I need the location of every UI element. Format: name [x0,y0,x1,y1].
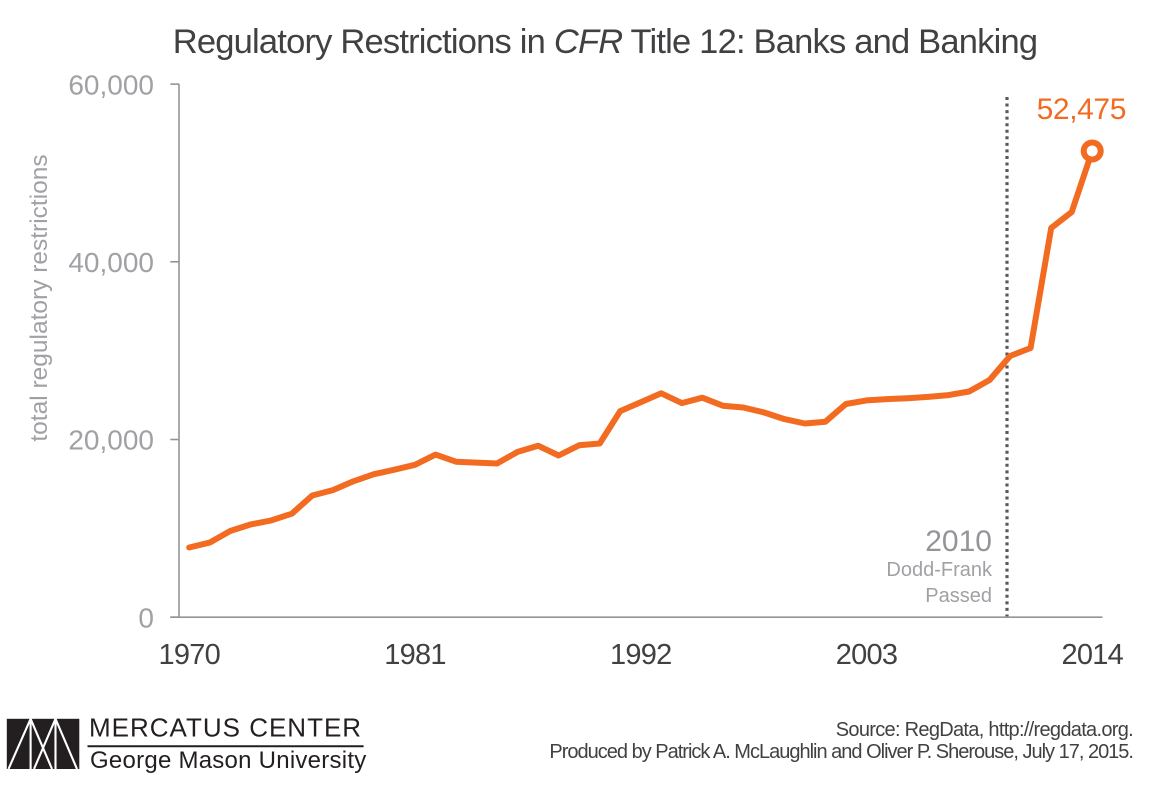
svg-text:2003: 2003 [836,639,898,671]
svg-text:0: 0 [138,602,154,633]
svg-text:40,000: 40,000 [68,247,154,278]
svg-text:60,000: 60,000 [68,69,154,100]
svg-text:George Mason University: George Mason University [90,747,367,774]
svg-text:Source: RegData, http://regdat: Source: RegData, http://regdata.org. [836,719,1133,741]
svg-text:1981: 1981 [384,639,446,671]
svg-text:Passed: Passed [925,585,992,607]
svg-text:52,475: 52,475 [1037,93,1126,126]
svg-text:MERCATUS CENTER: MERCATUS CENTER [89,713,362,743]
svg-text:Produced by Patrick A. McLaugh: Produced by Patrick A. McLaughlin and Ol… [549,741,1133,763]
svg-text:2014: 2014 [1061,639,1123,671]
svg-text:Regulatory Restrictions in CFR: Regulatory Restrictions in CFR Title 12:… [173,23,1037,61]
svg-text:1992: 1992 [610,639,672,671]
svg-text:total regulatory restrictions: total regulatory restrictions [26,154,53,441]
svg-text:1970: 1970 [158,639,220,671]
svg-text:Dodd-Frank: Dodd-Frank [886,559,993,581]
svg-text:20,000: 20,000 [68,425,154,456]
svg-text:2010: 2010 [925,525,992,558]
